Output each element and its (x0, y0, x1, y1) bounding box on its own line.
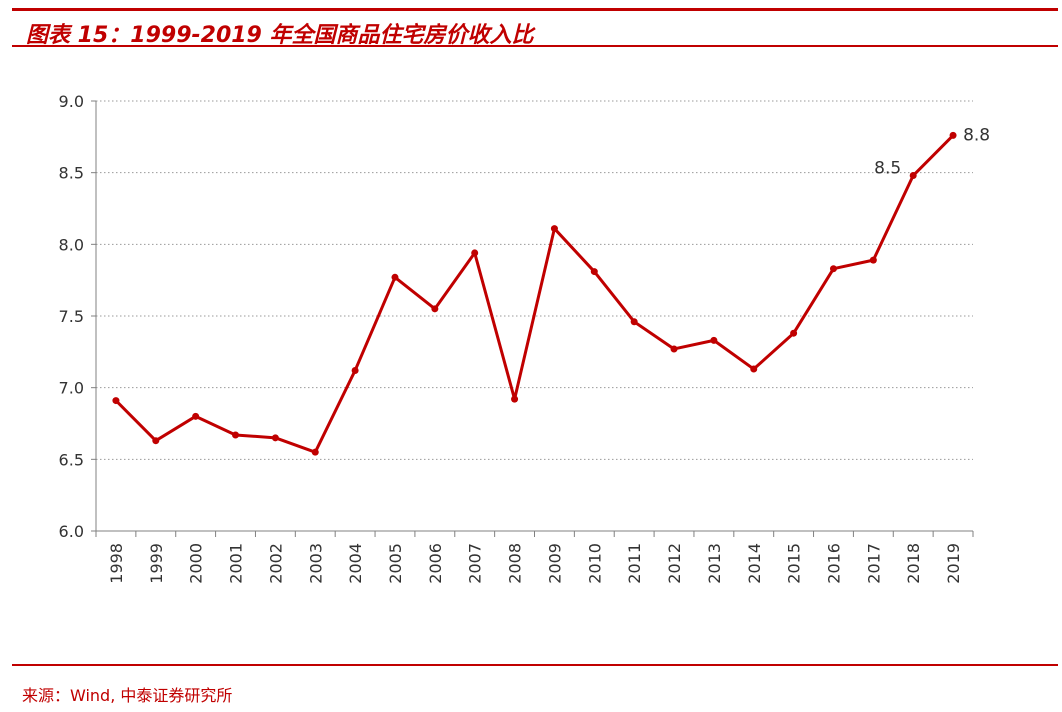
data-point-1999 (152, 437, 160, 445)
data-point-2013 (710, 336, 718, 344)
y-tick-label-7.0: 7.0 (59, 379, 84, 398)
x-tick-label-2009: 2009 (545, 543, 564, 584)
x-tick-label-2007: 2007 (466, 543, 485, 584)
x-tick-label-2014: 2014 (745, 543, 764, 584)
x-tick-label-2016: 2016 (824, 543, 843, 584)
x-tick-label-2013: 2013 (705, 543, 724, 584)
series-line (114, 134, 955, 454)
x-tick-label-2001: 2001 (227, 543, 246, 584)
x-tick-label-2006: 2006 (426, 543, 445, 584)
y-tick-label-9.0: 9.0 (59, 92, 84, 111)
y-axis-tick-labels: 6.0 6.5 7.0 7.5 8.0 8.5 9.0 (59, 92, 84, 541)
x-tick-label-2012: 2012 (665, 543, 684, 584)
y-tick-label-8.0: 8.0 (59, 235, 84, 254)
data-point-2000 (192, 412, 200, 420)
data-point-2009 (550, 225, 558, 233)
axes (91, 100, 974, 537)
x-tick-label-2017: 2017 (864, 543, 883, 584)
y-tick-label-8.5: 8.5 (59, 164, 84, 183)
y-tick-label-6.0: 6.0 (59, 522, 84, 541)
data-point-2018 (909, 172, 917, 180)
data-point-2017 (869, 256, 877, 264)
data-point-1998 (112, 397, 120, 405)
title-underline (12, 45, 1058, 47)
data-label-2018: 8.5 (874, 159, 901, 179)
data-point-2008 (511, 395, 519, 403)
data-point-2012 (670, 345, 678, 353)
gridlines (96, 100, 973, 460)
x-tick-label-2019: 2019 (944, 543, 963, 584)
data-point-2010 (590, 268, 598, 276)
x-tick-label-2005: 2005 (386, 543, 405, 584)
x-tick-label-2011: 2011 (625, 543, 644, 584)
data-point-2002 (271, 434, 279, 442)
data-point-2007 (471, 249, 479, 257)
chart-title: 图表 15：1999-2019 年全国商品住宅房价收入比 (26, 23, 534, 48)
data-point-2005 (391, 273, 399, 281)
data-point-2014 (750, 365, 758, 373)
data-label-2019: 8.8 (963, 125, 990, 145)
data-point-2003 (311, 448, 319, 456)
data-point-2006 (431, 305, 439, 313)
source-note: 来源：Wind, 中泰证券研究所 (22, 686, 233, 705)
x-tick-label-1999: 1999 (147, 543, 166, 584)
x-tick-label-2010: 2010 (585, 543, 604, 584)
x-tick-label-2003: 2003 (306, 543, 325, 584)
data-series (112, 131, 957, 456)
x-tick-label-2002: 2002 (266, 543, 285, 584)
y-tick-label-6.5: 6.5 (59, 450, 84, 469)
x-tick-label-2015: 2015 (785, 543, 804, 584)
data-point-2019 (949, 131, 957, 139)
x-tick-label-2008: 2008 (506, 543, 525, 584)
top-rule (12, 8, 1058, 11)
data-point-2011 (630, 318, 638, 326)
data-labels: 8.5 8.8 (874, 125, 990, 178)
title-bar: 图表 15：1999-2019 年全国商品住宅房价收入比 (12, 12, 1058, 48)
x-axis-tick-labels: 1998 1999 2000 2001 2002 2003 2004 2005 2006 2007… (107, 543, 963, 584)
data-point-2004 (351, 366, 359, 374)
x-tick-label-1998: 1998 (107, 543, 126, 584)
data-point-2001 (232, 431, 240, 439)
x-tick-label-2018: 2018 (904, 543, 923, 584)
data-point-2015 (790, 329, 798, 337)
data-point-2016 (829, 265, 837, 273)
x-tick-label-2000: 2000 (187, 543, 206, 584)
y-tick-label-7.5: 7.5 (59, 307, 84, 326)
x-tick-label-2004: 2004 (346, 543, 365, 584)
bottom-rule (12, 664, 1058, 666)
